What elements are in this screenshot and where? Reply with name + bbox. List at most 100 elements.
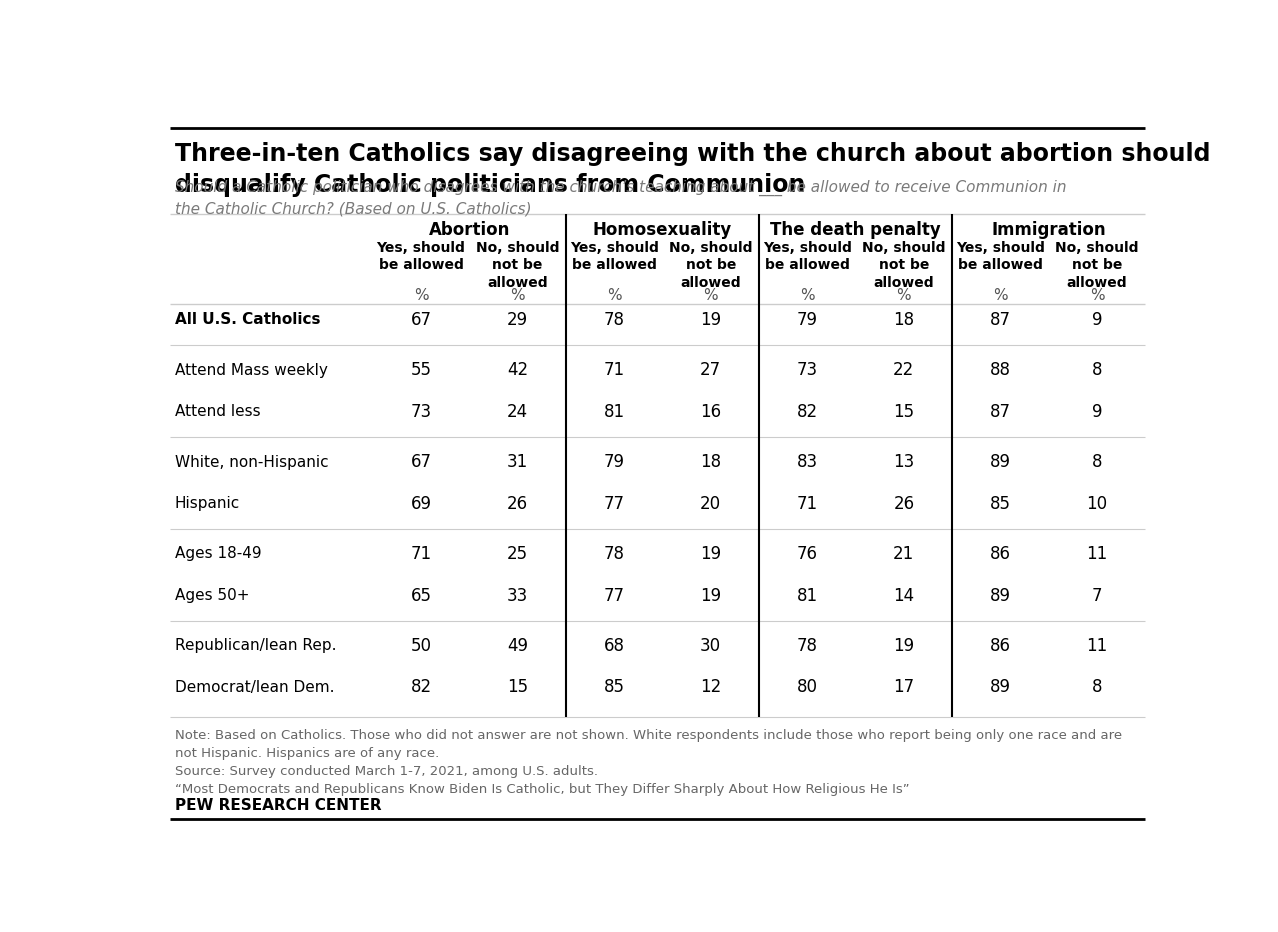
- Text: 17: 17: [893, 678, 914, 696]
- Text: 30: 30: [700, 637, 721, 655]
- Text: %: %: [896, 288, 911, 304]
- Text: 67: 67: [410, 311, 432, 329]
- Text: 27: 27: [700, 362, 721, 379]
- Text: 76: 76: [796, 545, 818, 563]
- Text: 11: 11: [1086, 545, 1108, 563]
- Text: 88: 88: [990, 362, 1011, 379]
- Text: 21: 21: [893, 545, 915, 563]
- Text: No, should
not be
allowed: No, should not be allowed: [475, 241, 560, 290]
- Text: 19: 19: [700, 586, 721, 605]
- Text: 78: 78: [796, 637, 818, 655]
- Text: 81: 81: [796, 586, 818, 605]
- Text: 33: 33: [507, 586, 528, 605]
- Text: 83: 83: [796, 453, 818, 471]
- Text: 9: 9: [1091, 403, 1102, 421]
- Text: 12: 12: [700, 678, 721, 696]
- Text: No, should
not be
allowed: No, should not be allowed: [1056, 241, 1139, 290]
- Text: 77: 77: [603, 586, 625, 605]
- Text: 15: 15: [507, 678, 528, 696]
- Text: PEW RESEARCH CENTER: PEW RESEARCH CENTER: [175, 798, 381, 813]
- Text: 19: 19: [700, 545, 721, 563]
- Text: 89: 89: [990, 586, 1011, 605]
- Text: 71: 71: [603, 362, 625, 379]
- Text: 80: 80: [796, 678, 818, 696]
- Text: 55: 55: [410, 362, 432, 379]
- Text: 7: 7: [1091, 586, 1102, 605]
- Text: %: %: [414, 288, 428, 304]
- Text: 87: 87: [990, 311, 1011, 329]
- Text: 25: 25: [507, 545, 528, 563]
- Text: Three-in-ten Catholics say disagreeing with the church about abortion should
dis: Three-in-ten Catholics say disagreeing w…: [175, 142, 1210, 197]
- Text: Note: Based on Catholics. Those who did not answer are not shown. White responde: Note: Based on Catholics. Those who did …: [175, 730, 1122, 743]
- Text: Yes, should
be allowed: Yes, should be allowed: [377, 241, 465, 272]
- Text: 69: 69: [410, 495, 432, 513]
- Text: 31: 31: [507, 453, 528, 471]
- Text: Attend Mass weekly: Attend Mass weekly: [175, 363, 327, 377]
- Text: Yes, should
be allowed: Yes, should be allowed: [570, 241, 658, 272]
- Text: 77: 77: [603, 495, 625, 513]
- Text: not Hispanic. Hispanics are of any race.: not Hispanic. Hispanics are of any race.: [175, 747, 438, 761]
- Text: 29: 29: [507, 311, 528, 329]
- Text: Yes, should
be allowed: Yes, should be allowed: [763, 241, 851, 272]
- Text: 8: 8: [1091, 362, 1102, 379]
- Text: 24: 24: [507, 403, 528, 421]
- Text: 8: 8: [1091, 678, 1102, 696]
- Text: 78: 78: [603, 545, 625, 563]
- Text: %: %: [703, 288, 718, 304]
- Text: Abortion: Abortion: [428, 221, 510, 239]
- Text: 71: 71: [796, 495, 818, 513]
- Text: 82: 82: [796, 403, 818, 421]
- Text: 67: 67: [410, 453, 432, 471]
- Text: 42: 42: [507, 362, 528, 379]
- Text: %: %: [800, 288, 814, 304]
- Text: 18: 18: [893, 311, 914, 329]
- Text: 85: 85: [603, 678, 625, 696]
- Text: 86: 86: [990, 545, 1011, 563]
- Text: 26: 26: [893, 495, 914, 513]
- Text: 81: 81: [603, 403, 625, 421]
- Text: 26: 26: [507, 495, 528, 513]
- Text: 79: 79: [603, 453, 625, 471]
- Text: Hispanic: Hispanic: [175, 496, 240, 511]
- Text: %: %: [1090, 288, 1104, 304]
- Text: 20: 20: [700, 495, 721, 513]
- Text: 15: 15: [893, 403, 914, 421]
- Text: 86: 86: [990, 637, 1011, 655]
- Text: 73: 73: [410, 403, 432, 421]
- Text: 87: 87: [990, 403, 1011, 421]
- Text: Should a Catholic politician who disagrees with the church’s teaching about ___ : Should a Catholic politician who disagre…: [175, 180, 1066, 216]
- Text: Source: Survey conducted March 1-7, 2021, among U.S. adults.: Source: Survey conducted March 1-7, 2021…: [175, 765, 598, 778]
- Text: 14: 14: [893, 586, 914, 605]
- Text: Democrat/lean Dem.: Democrat/lean Dem.: [175, 679, 334, 695]
- Text: 82: 82: [410, 678, 432, 696]
- Text: 10: 10: [1086, 495, 1108, 513]
- Text: Homosexuality: Homosexuality: [593, 221, 732, 239]
- Text: 19: 19: [700, 311, 721, 329]
- Text: 65: 65: [410, 586, 432, 605]
- Text: 13: 13: [893, 453, 915, 471]
- Text: No, should
not be
allowed: No, should not be allowed: [668, 241, 753, 290]
- Text: 73: 73: [796, 362, 818, 379]
- Text: No, should
not be
allowed: No, should not be allowed: [863, 241, 946, 290]
- Text: Ages 18-49: Ages 18-49: [175, 546, 261, 561]
- Text: White, non-Hispanic: White, non-Hispanic: [175, 455, 328, 470]
- Text: 19: 19: [893, 637, 914, 655]
- Text: 49: 49: [507, 637, 528, 655]
- Text: %: %: [607, 288, 621, 304]
- Text: 79: 79: [796, 311, 818, 329]
- Text: Republican/lean Rep.: Republican/lean Rep.: [175, 638, 336, 653]
- Text: 50: 50: [410, 637, 432, 655]
- Text: 22: 22: [893, 362, 915, 379]
- Text: 85: 85: [990, 495, 1011, 513]
- Text: 11: 11: [1086, 637, 1108, 655]
- Text: 16: 16: [700, 403, 721, 421]
- Text: 68: 68: [603, 637, 625, 655]
- Text: Ages 50+: Ages 50+: [175, 588, 249, 603]
- Text: %: %: [510, 288, 525, 304]
- Text: 8: 8: [1091, 453, 1102, 471]
- Text: Immigration: Immigration: [992, 221, 1105, 239]
- Text: 9: 9: [1091, 311, 1102, 329]
- Text: All U.S. Catholics: All U.S. Catholics: [175, 312, 320, 327]
- Text: 78: 78: [603, 311, 625, 329]
- Text: The death penalty: The death penalty: [771, 221, 941, 239]
